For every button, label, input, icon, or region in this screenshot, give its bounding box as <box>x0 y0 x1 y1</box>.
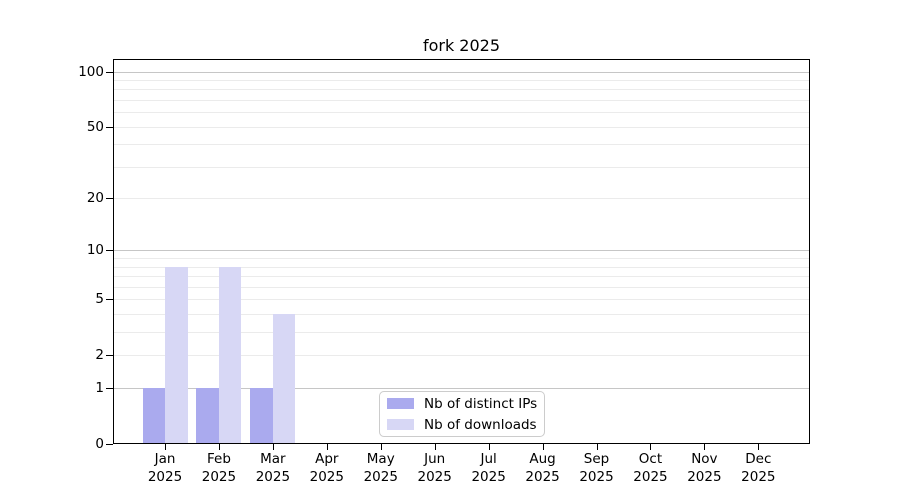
bar-distinct-ips <box>196 388 219 444</box>
bar-downloads <box>165 266 188 444</box>
x-tick-label: Feb 2025 <box>201 451 237 485</box>
x-tick-mark <box>434 444 436 450</box>
x-tick-label: Dec 2025 <box>741 451 776 485</box>
major-gridline <box>113 388 810 390</box>
x-tick-mark <box>758 444 760 450</box>
x-tick-label: Nov 2025 <box>687 451 722 485</box>
bar-distinct-ips <box>250 388 273 444</box>
x-tick-mark <box>488 444 490 450</box>
y-tick-mark <box>106 71 113 73</box>
x-tick-mark <box>650 444 652 450</box>
x-tick-mark <box>596 444 598 450</box>
y-tick-mark <box>106 126 113 128</box>
minor-gridline <box>113 89 810 91</box>
x-tick-label: Sep 2025 <box>579 451 614 485</box>
minor-gridline <box>113 332 810 334</box>
bar-downloads <box>218 266 242 444</box>
legend-item-downloads: Nb of downloads <box>387 414 544 435</box>
x-tick-label: Mar 2025 <box>255 451 291 485</box>
legend: Nb of distinct IPs Nb of downloads <box>379 391 545 437</box>
minor-gridline <box>113 198 810 200</box>
x-tick-mark <box>165 444 166 450</box>
x-tick-mark <box>542 444 544 450</box>
x-tick-label: Oct 2025 <box>633 451 668 485</box>
legend-item-distinct-ips: Nb of distinct IPs <box>387 393 544 414</box>
minor-gridline <box>113 166 810 168</box>
minor-gridline <box>113 286 810 288</box>
major-gridline <box>113 71 810 73</box>
minor-gridline <box>113 144 810 146</box>
minor-gridline <box>113 126 810 128</box>
minor-gridline <box>113 314 810 316</box>
y-tick-mark <box>106 444 113 445</box>
y-tick-label: 20 <box>86 190 104 207</box>
minor-gridline <box>113 299 810 301</box>
y-tick-mark <box>106 355 113 357</box>
legend-label-downloads: Nb of downloads <box>424 416 537 433</box>
x-tick-label: Apr 2025 <box>309 451 344 485</box>
x-tick-mark <box>380 444 382 450</box>
legend-swatch-distinct-ips <box>387 398 414 409</box>
minor-gridline <box>113 99 810 101</box>
legend-swatch-downloads <box>387 419 414 430</box>
major-gridline <box>113 250 810 252</box>
minor-gridline <box>113 79 810 81</box>
y-tick-label: 1 <box>95 380 104 397</box>
bar-distinct-ips <box>142 388 165 444</box>
legend-label-distinct-ips: Nb of distinct IPs <box>424 395 538 412</box>
minor-gridline <box>113 276 810 278</box>
y-tick-mark <box>106 198 113 200</box>
x-tick-label: May 2025 <box>363 451 398 485</box>
minor-gridline <box>113 355 810 357</box>
y-tick-label: 50 <box>86 118 104 135</box>
x-tick-mark <box>704 444 706 450</box>
y-tick-label: 2 <box>95 347 104 364</box>
x-tick-label: Jan 2025 <box>147 451 183 485</box>
y-tick-mark <box>106 299 113 301</box>
x-tick-label: Jul 2025 <box>471 451 506 485</box>
y-tick-label: 5 <box>95 291 104 308</box>
minor-gridline <box>113 266 810 268</box>
minor-gridline <box>113 112 810 114</box>
y-tick-label: 100 <box>78 63 104 80</box>
x-tick-label: Aug 2025 <box>525 451 560 485</box>
y-tick-label: 10 <box>86 242 104 259</box>
chart-title: fork 2025 <box>422 36 501 55</box>
minor-gridline <box>113 258 810 260</box>
y-tick-label: 0 <box>95 436 104 452</box>
x-tick-mark <box>218 444 220 450</box>
x-tick-label: Jun 2025 <box>417 451 452 485</box>
y-tick-mark <box>106 388 113 390</box>
plot-border <box>113 59 810 444</box>
x-tick-mark <box>326 444 328 450</box>
bar-downloads <box>272 314 296 444</box>
x-tick-mark <box>272 444 274 450</box>
y-tick-mark <box>106 250 113 252</box>
